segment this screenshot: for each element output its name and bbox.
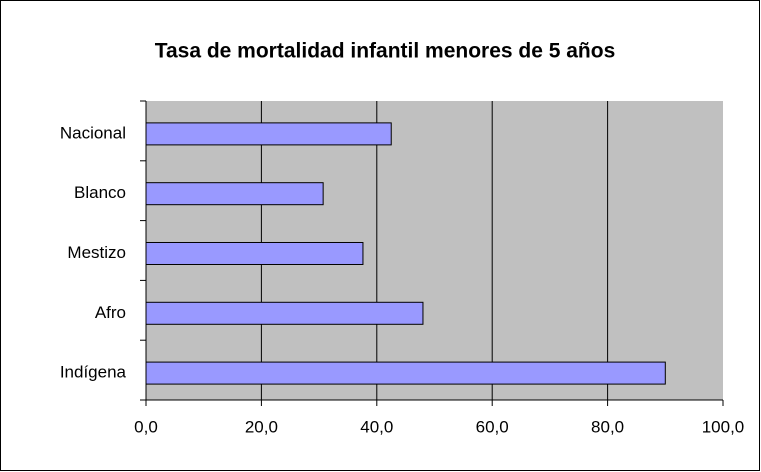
y-tick-label: Blanco	[74, 183, 126, 202]
bar	[145, 301, 424, 325]
x-tick-label: 100,0	[702, 417, 745, 436]
x-tick-label: 80,0	[591, 417, 624, 436]
bar	[145, 361, 666, 385]
bar	[145, 122, 392, 146]
x-tick-label: 20,0	[245, 417, 278, 436]
x-tick-label: 40,0	[360, 417, 393, 436]
y-tick-label: Nacional	[60, 123, 126, 142]
y-tick-label: Mestizo	[67, 243, 126, 262]
y-tick-label: Afro	[95, 303, 126, 322]
x-tick-label: 60,0	[476, 417, 509, 436]
bar	[145, 241, 364, 265]
x-tick-label: 0,0	[134, 417, 158, 436]
bar	[145, 182, 324, 206]
y-tick-label: Indígena	[60, 363, 127, 382]
chart-title: Tasa de mortalidad infantil menores de 5…	[155, 40, 616, 63]
